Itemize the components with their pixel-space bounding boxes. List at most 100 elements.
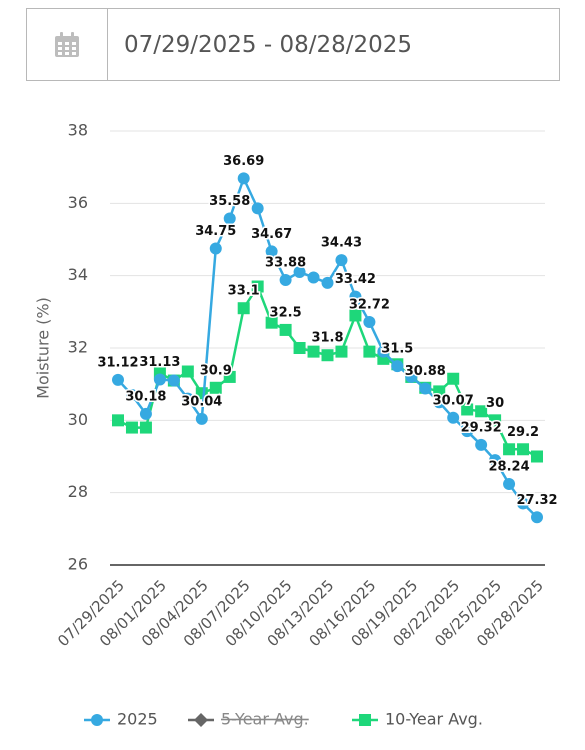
chart: Moisture (%) 2628303234363807/29/202508/… bbox=[34, 121, 560, 729]
data-label: 29.32 bbox=[461, 420, 502, 435]
point bbox=[209, 242, 222, 255]
data-label: 28.24 bbox=[489, 459, 530, 474]
y-tick-label: 36 bbox=[68, 193, 88, 212]
series bbox=[112, 172, 543, 524]
point bbox=[265, 245, 278, 258]
point bbox=[251, 202, 264, 215]
point bbox=[503, 443, 516, 456]
point bbox=[139, 421, 152, 434]
point bbox=[307, 345, 320, 358]
point bbox=[112, 414, 124, 427]
data-label: 27.32 bbox=[516, 493, 557, 508]
legend-item[interactable]: 5-Year Avg. bbox=[188, 710, 309, 729]
date-range-text[interactable]: 07/29/2025 - 08/28/2025 bbox=[124, 31, 413, 58]
y-tick-label: 28 bbox=[68, 482, 88, 501]
point bbox=[112, 373, 124, 386]
point bbox=[489, 454, 502, 467]
point bbox=[461, 403, 474, 416]
point bbox=[125, 421, 138, 434]
legend-label: 10-Year Avg. bbox=[385, 710, 483, 729]
legend-item[interactable]: 2025 bbox=[84, 710, 158, 729]
point bbox=[181, 365, 194, 378]
point bbox=[251, 280, 264, 293]
point bbox=[279, 323, 292, 336]
point bbox=[335, 345, 348, 358]
data-label: 33.88 bbox=[265, 256, 306, 271]
point bbox=[517, 443, 530, 456]
data-label: 35.58 bbox=[209, 194, 250, 209]
point bbox=[475, 438, 488, 451]
point bbox=[531, 450, 543, 463]
point bbox=[349, 290, 362, 303]
point bbox=[321, 276, 334, 289]
calendar-icon[interactable] bbox=[27, 9, 108, 80]
point bbox=[293, 342, 306, 354]
legend-marker bbox=[194, 713, 208, 727]
y-tick-label: 26 bbox=[68, 555, 88, 574]
calendar-glyph bbox=[55, 31, 79, 57]
data-label: 30 bbox=[486, 396, 504, 411]
data-label: 31.13 bbox=[139, 355, 180, 370]
data-label: 31.5 bbox=[381, 342, 413, 357]
point bbox=[433, 396, 446, 409]
legend-label: 2025 bbox=[117, 710, 158, 729]
point bbox=[279, 274, 292, 287]
legend-item[interactable]: 10-Year Avg. bbox=[352, 710, 483, 729]
point bbox=[335, 254, 348, 267]
point bbox=[209, 381, 222, 394]
y-tick-label: 38 bbox=[68, 121, 88, 140]
data-label: 30.88 bbox=[405, 364, 446, 379]
point bbox=[377, 345, 390, 358]
data-label: 34.43 bbox=[321, 236, 362, 251]
point bbox=[223, 212, 236, 225]
data-label: 36.69 bbox=[223, 154, 264, 169]
point bbox=[349, 309, 362, 322]
point bbox=[237, 302, 250, 315]
point bbox=[125, 389, 138, 402]
point bbox=[363, 315, 376, 328]
point bbox=[167, 374, 180, 387]
point bbox=[195, 412, 208, 425]
point bbox=[363, 345, 376, 358]
point bbox=[265, 316, 278, 329]
data-label: 33.1 bbox=[228, 284, 260, 299]
data-label: 34.75 bbox=[195, 224, 236, 239]
point bbox=[531, 511, 543, 524]
data-label: 30.07 bbox=[433, 393, 474, 408]
y-tick-label: 30 bbox=[68, 410, 88, 429]
data-label: 30.04 bbox=[181, 394, 222, 409]
legend-marker bbox=[359, 714, 371, 726]
point bbox=[223, 370, 236, 383]
point bbox=[517, 497, 530, 510]
point bbox=[139, 407, 152, 420]
point bbox=[181, 392, 194, 405]
data-label: 31.12 bbox=[97, 355, 138, 370]
point bbox=[405, 370, 418, 383]
data-label: 30.18 bbox=[125, 389, 166, 404]
data-label: 31.8 bbox=[311, 331, 343, 346]
point bbox=[447, 372, 460, 385]
point bbox=[321, 349, 334, 362]
data-label: 32.72 bbox=[349, 297, 390, 312]
data-label: 33.42 bbox=[335, 272, 376, 287]
point bbox=[433, 385, 446, 398]
legend-label: 5-Year Avg. bbox=[221, 710, 309, 729]
point bbox=[447, 411, 460, 424]
point bbox=[237, 172, 250, 185]
point bbox=[391, 360, 404, 373]
data-label: 29.2 bbox=[507, 425, 539, 440]
y-axis-label: Moisture (%) bbox=[34, 297, 53, 399]
point bbox=[293, 266, 306, 279]
point bbox=[475, 405, 488, 418]
y-tick-label: 34 bbox=[68, 265, 88, 284]
data-label: 34.67 bbox=[251, 227, 292, 242]
point bbox=[307, 271, 320, 284]
y-tick-label: 32 bbox=[68, 338, 88, 357]
point bbox=[503, 477, 516, 490]
date-range-picker[interactable]: 07/29/2025 - 08/28/2025 bbox=[26, 8, 560, 81]
point bbox=[419, 382, 432, 395]
data-label: 30.9 bbox=[200, 363, 232, 378]
point bbox=[461, 425, 474, 438]
point bbox=[489, 414, 502, 427]
